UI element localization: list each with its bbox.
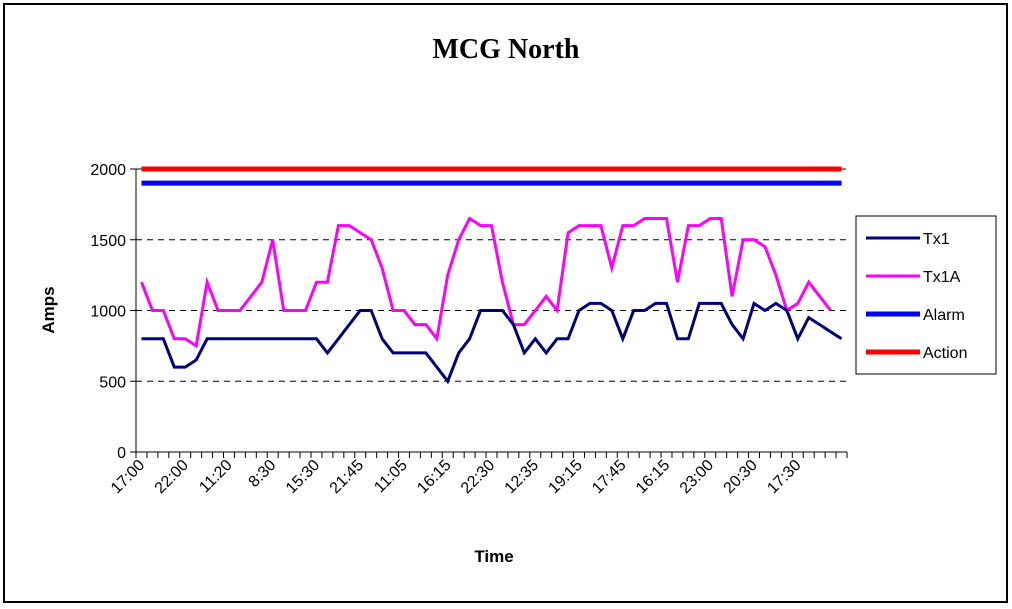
chart-title: MCG North <box>433 34 580 65</box>
y-tick-label: 500 <box>99 374 126 391</box>
series-line-tx1a <box>140 216 832 349</box>
y-tick-labels: 0 500 1000 1500 2000 <box>90 162 126 462</box>
legend: Tx1 Tx1A Alarm Action <box>855 215 997 375</box>
x-axis-title: Time <box>474 547 513 566</box>
y-tick-label: 1500 <box>90 233 126 250</box>
legend-label: Alarm <box>923 307 965 324</box>
y-axis-title: Amps <box>39 286 58 333</box>
legend-label: Action <box>923 345 967 362</box>
legend-label: Tx1A <box>923 269 961 286</box>
y-tick-label: 1000 <box>90 304 126 321</box>
y-tick-label: 2000 <box>90 162 126 179</box>
axes <box>130 168 848 458</box>
series-lines <box>140 166 843 385</box>
legend-item: Tx1 <box>866 231 950 248</box>
legend-item: Alarm <box>866 307 965 324</box>
legend-box <box>855 215 997 375</box>
legend-item: Action <box>866 345 967 362</box>
series-line-tx1 <box>141 301 843 385</box>
legend-item: Tx1A <box>866 269 961 286</box>
y-tick-label: 0 <box>117 445 126 462</box>
legend-label: Tx1 <box>923 231 950 248</box>
chart-border <box>3 3 1008 603</box>
